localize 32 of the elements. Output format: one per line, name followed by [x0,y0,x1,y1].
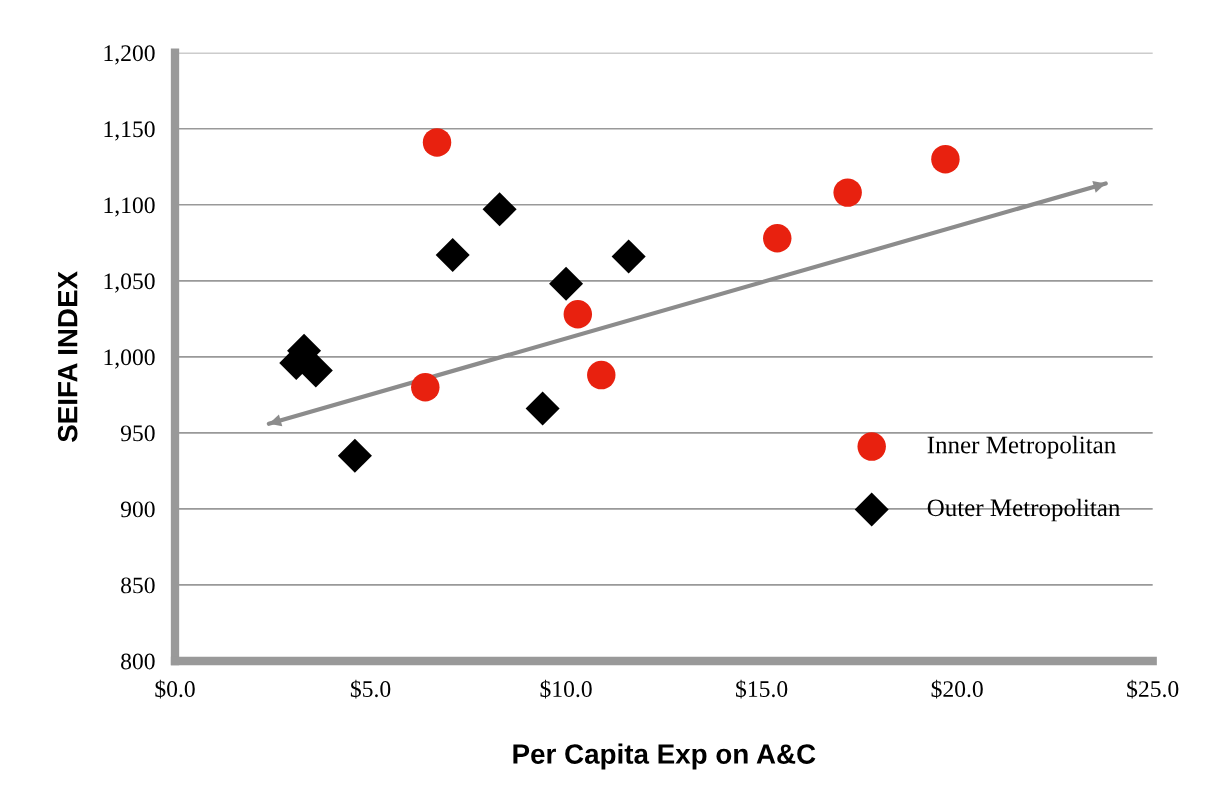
y-axis-title: SEIFA INDEX [57,271,78,442]
y-tick-label: 950 [120,425,155,442]
legend-label: Inner Metropolitan [927,435,1116,459]
point [931,144,960,174]
point [563,300,593,329]
point [435,237,470,272]
point [587,360,616,390]
y-tick-label: 1,050 [104,273,155,293]
x-axis-title: Per Capita Exp on A&C [513,743,816,770]
point [611,239,646,274]
y-tick-label: 1,100 [104,197,155,217]
point [763,224,792,253]
point [422,128,452,157]
x-tick-label: $15.0 [736,679,788,699]
y-tick-label: 800 [121,653,155,670]
y-tick-label: 1,200 [104,45,155,65]
x-tick-label: $20.0 [931,679,983,699]
y-tick-label: 1,000 [104,349,155,369]
x-tick-label: $0.0 [155,679,195,699]
x-tick-label: $25.0 [1127,679,1179,699]
x-tick-label: $5.0 [350,679,391,699]
y-tick-label: 850 [121,577,155,594]
point [337,438,372,473]
legend-label: Outer Metropolitan [927,498,1121,522]
point [411,373,440,402]
x-tick-label: $10.0 [540,679,592,699]
point [833,178,862,207]
point [482,192,517,227]
point [525,391,560,426]
y-tick-label: 900 [120,501,155,518]
point [549,266,584,301]
y-tick-label: 1,150 [104,121,155,141]
